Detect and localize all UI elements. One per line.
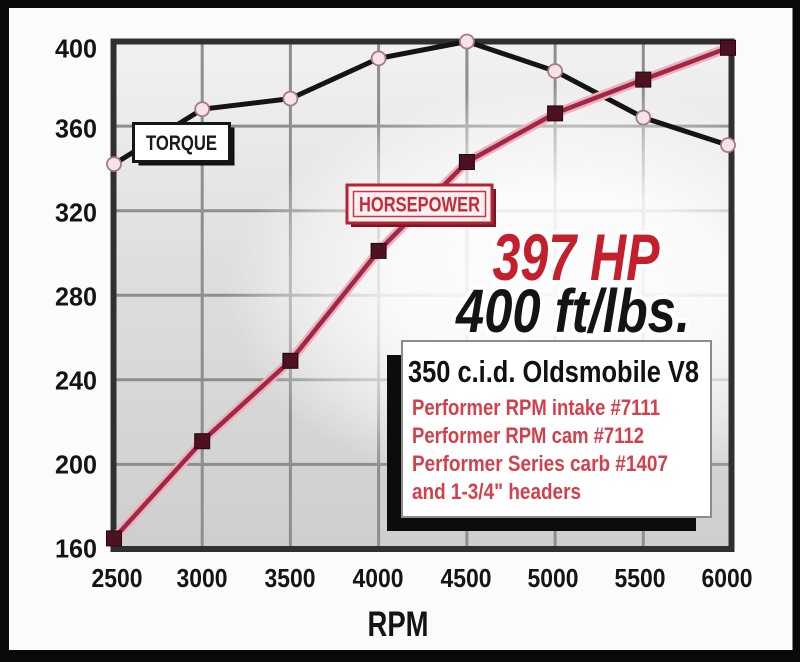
- svg-text:Performer RPM cam #7112: Performer RPM cam #7112: [412, 423, 644, 448]
- svg-text:and 1-3/4" headers: and 1-3/4" headers: [412, 479, 581, 504]
- svg-text:3000: 3000: [177, 563, 228, 593]
- svg-text:4000: 4000: [353, 563, 404, 593]
- svg-text:5500: 5500: [615, 563, 666, 593]
- svg-text:360: 360: [55, 113, 97, 143]
- svg-text:6000: 6000: [702, 563, 753, 593]
- svg-text:400 ft/lbs.: 400 ft/lbs.: [454, 277, 690, 345]
- svg-text:HORSEPOWER: HORSEPOWER: [359, 194, 480, 217]
- svg-text:240: 240: [55, 365, 97, 395]
- svg-text:2500: 2500: [92, 563, 143, 593]
- svg-text:320: 320: [55, 197, 97, 227]
- svg-text:397 HP: 397 HP: [493, 220, 661, 294]
- svg-text:Performer Series carb #1407: Performer Series carb #1407: [412, 451, 668, 476]
- svg-text:5000: 5000: [528, 563, 579, 593]
- svg-text:400 ft/lbs.: 400 ft/lbs.: [454, 277, 690, 345]
- svg-text:160: 160: [55, 533, 97, 563]
- svg-text:4500: 4500: [441, 563, 492, 593]
- svg-text:350 c.i.d. Oldsmobile V8: 350 c.i.d. Oldsmobile V8: [408, 354, 699, 389]
- svg-text:RPM: RPM: [368, 605, 429, 644]
- svg-text:TORQUE: TORQUE: [146, 132, 217, 155]
- svg-text:Performer RPM intake #7111: Performer RPM intake #7111: [412, 395, 660, 420]
- svg-text:3500: 3500: [265, 563, 316, 593]
- svg-text:280: 280: [55, 281, 97, 311]
- svg-text:200: 200: [55, 449, 97, 479]
- svg-text:397 HP: 397 HP: [493, 220, 661, 294]
- svg-text:400: 400: [55, 33, 97, 63]
